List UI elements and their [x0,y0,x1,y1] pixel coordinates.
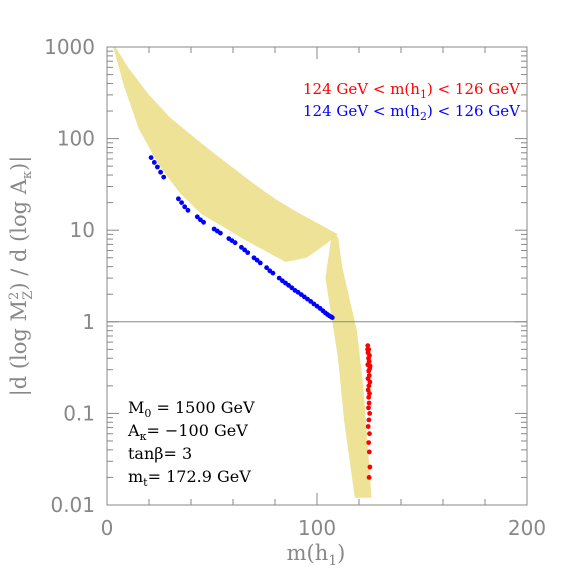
x-tick-label: 0 [101,516,114,540]
h1-point [367,411,373,416]
h1-point [367,363,373,369]
h2-point [179,200,185,206]
h2-point [242,247,248,253]
h1-point [367,431,372,437]
h2-point [245,250,251,256]
legend-h2: 124 GeV < m(h2) < 126 GeV [303,102,521,123]
h2-point [254,257,260,263]
h1-point [365,343,371,348]
h1-point [366,475,372,480]
h1-point [367,379,373,385]
h2-point [194,214,200,220]
h2-point [176,196,181,202]
h2-point [158,169,164,175]
h2-point [257,260,263,266]
h1-point [367,464,373,470]
h1-point [366,449,372,455]
legend-h1: 124 GeV < m(h1) < 126 GeV [303,80,521,101]
x-tick-label: 200 [508,516,546,540]
h1-point [366,383,372,389]
upper-band [113,47,338,262]
h2-point [218,230,223,236]
h1-point [366,394,372,400]
h2-point [232,240,238,246]
y-tick-label: 10 [70,218,95,242]
h2-point [329,315,335,320]
allowed-region-band [113,47,372,498]
h2-point [148,155,154,161]
h1-point [366,417,372,423]
y-tick-label: 0.1 [63,401,95,425]
h1-point [365,347,370,352]
h2-point [151,160,157,165]
h2-point [182,204,188,210]
x-tick-label: 100 [298,516,336,540]
y-tick-label: 0.01 [50,493,95,517]
x-axis-title: m(h1) [287,541,346,569]
y-tick-label: 1 [82,310,95,334]
h2-point [155,164,160,170]
h2-point [185,207,191,213]
h2-point [264,265,269,271]
h1-point [366,440,372,445]
h1-point [365,424,371,429]
param-tanbeta: tanβ= 3 [128,444,192,463]
lower-band [325,234,372,498]
y-tick-label: 1000 [44,35,95,59]
h2-point [276,275,282,281]
h2-point [289,285,295,291]
highlighted-points [148,155,373,480]
h2-point [239,244,244,250]
h1-point [367,391,372,396]
param-m0: M0 = 1500 GeV [128,398,255,420]
y-axis-title: |d (log M2Z) / d (log Aκ)| [7,156,36,397]
h2-point [201,219,207,225]
axes: 0 100 200 0.01 0.1 1 10 100 1000 [44,35,546,540]
h2-point [270,270,276,276]
h2-point [161,174,167,180]
y-tick-label: 100 [57,127,95,151]
param-akappa: Aκ= −100 GeV [127,421,248,443]
param-mt: mt= 172.9 GeV [128,467,251,489]
h1-point [366,400,372,406]
h1-point [366,405,371,411]
h1-point [366,368,372,374]
